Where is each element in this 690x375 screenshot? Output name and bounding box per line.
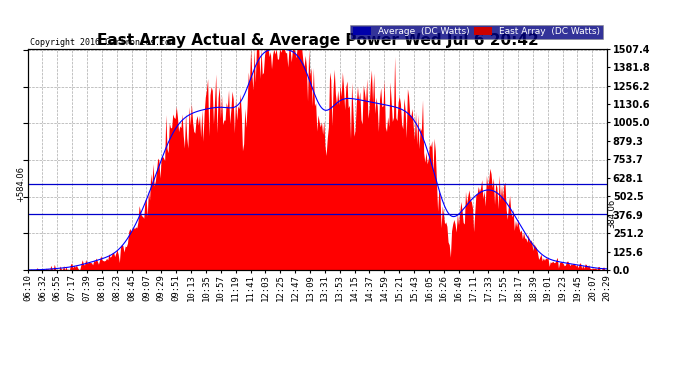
Text: Copyright 2016 Cartronics.com: Copyright 2016 Cartronics.com [30, 38, 175, 46]
Text: 384.06: 384.06 [607, 199, 616, 228]
Legend: Average  (DC Watts), East Array  (DC Watts): Average (DC Watts), East Array (DC Watts… [351, 24, 602, 39]
Text: +584.06: +584.06 [16, 166, 25, 202]
Title: East Array Actual & Average Power Wed Jul 6 20:42: East Array Actual & Average Power Wed Ju… [97, 33, 538, 48]
